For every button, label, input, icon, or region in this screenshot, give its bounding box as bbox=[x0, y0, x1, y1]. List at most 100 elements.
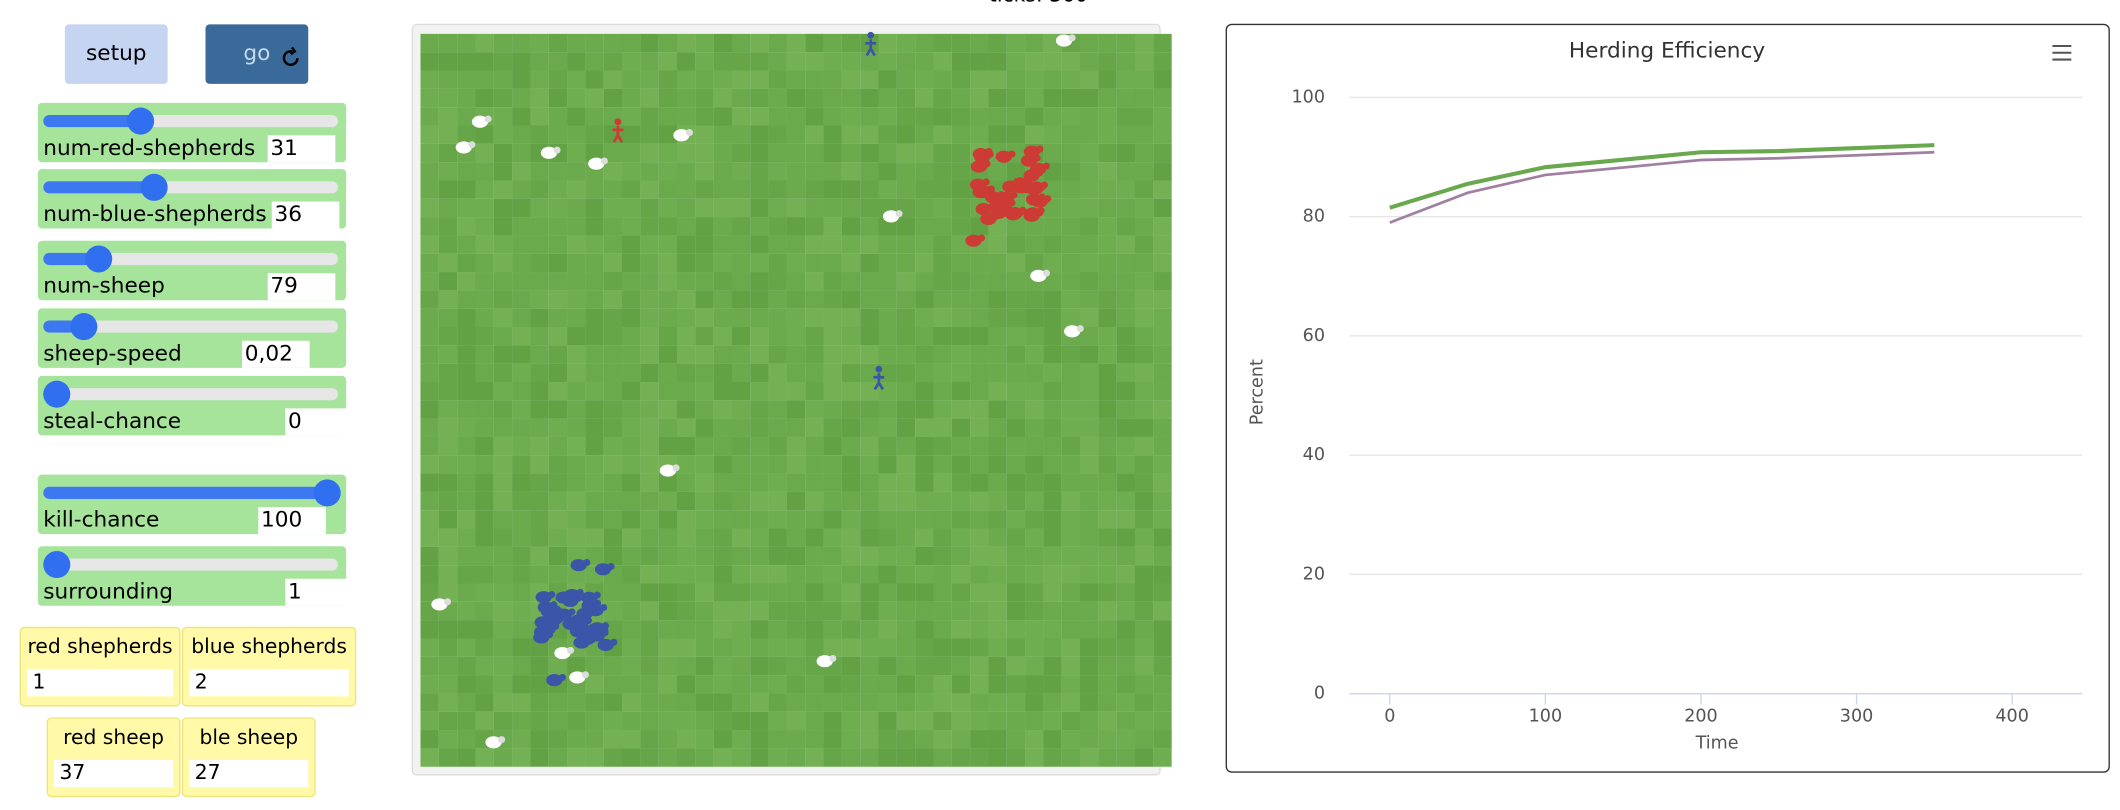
slider-fill bbox=[43, 486, 328, 499]
patch bbox=[768, 418, 787, 437]
patch bbox=[457, 162, 476, 181]
patch bbox=[841, 345, 861, 364]
patch bbox=[933, 253, 952, 273]
patch bbox=[603, 52, 623, 71]
patch bbox=[457, 308, 476, 328]
patch bbox=[988, 510, 1007, 529]
button-label[interactable]: setup bbox=[86, 41, 146, 66]
button[interactable] bbox=[64, 24, 168, 84]
patch bbox=[713, 272, 732, 291]
sheep bbox=[984, 191, 1002, 204]
patch bbox=[695, 290, 714, 309]
patch bbox=[768, 528, 787, 547]
patch bbox=[1098, 253, 1117, 273]
patch bbox=[988, 638, 1007, 657]
patch bbox=[567, 730, 586, 749]
patch bbox=[530, 33, 549, 53]
patch bbox=[603, 272, 623, 291]
patch bbox=[512, 381, 531, 401]
slider-value: 1 bbox=[288, 579, 302, 604]
patch bbox=[1080, 601, 1099, 621]
sheep-head bbox=[552, 622, 560, 630]
patch bbox=[603, 418, 623, 437]
patch bbox=[512, 656, 531, 676]
patch bbox=[970, 473, 989, 492]
patch bbox=[1006, 693, 1026, 712]
sheep-head bbox=[593, 631, 601, 639]
patch bbox=[786, 473, 806, 492]
patch bbox=[1080, 162, 1099, 181]
patch bbox=[750, 656, 769, 676]
patch bbox=[512, 620, 531, 639]
patch bbox=[1098, 363, 1117, 383]
patch bbox=[438, 272, 458, 291]
patch bbox=[805, 711, 824, 731]
patch bbox=[970, 583, 989, 602]
patch bbox=[878, 656, 897, 676]
slider-knob[interactable] bbox=[313, 479, 341, 507]
slider-knob[interactable] bbox=[70, 313, 98, 341]
patch bbox=[640, 381, 659, 401]
patch bbox=[530, 528, 549, 547]
patch bbox=[640, 638, 659, 657]
slider-knob[interactable] bbox=[85, 245, 113, 273]
patch bbox=[896, 143, 916, 163]
patch bbox=[585, 675, 604, 694]
patch bbox=[420, 70, 439, 89]
patch bbox=[713, 510, 732, 529]
patch bbox=[457, 107, 476, 126]
patch bbox=[933, 363, 952, 383]
patch bbox=[512, 70, 531, 89]
patch bbox=[640, 418, 659, 437]
slider-knob[interactable] bbox=[140, 173, 168, 201]
patch bbox=[567, 107, 586, 126]
patch bbox=[1116, 455, 1136, 474]
patch bbox=[493, 381, 513, 401]
patch bbox=[695, 308, 714, 328]
slider-knob[interactable] bbox=[43, 551, 71, 579]
patch bbox=[841, 400, 861, 419]
patch bbox=[1134, 638, 1154, 657]
sheep bbox=[570, 559, 587, 572]
patch bbox=[420, 198, 439, 218]
patch bbox=[548, 125, 568, 144]
patch bbox=[786, 711, 806, 731]
patch bbox=[805, 345, 824, 364]
patch bbox=[475, 235, 494, 254]
patch bbox=[951, 565, 971, 584]
patch bbox=[1098, 198, 1117, 218]
patch bbox=[970, 381, 989, 401]
patch bbox=[1116, 638, 1136, 657]
patch bbox=[988, 583, 1007, 602]
patch bbox=[640, 88, 659, 108]
patch bbox=[493, 107, 513, 126]
patch bbox=[1153, 198, 1172, 218]
patch bbox=[896, 308, 916, 328]
patch bbox=[567, 528, 586, 547]
patch bbox=[530, 272, 549, 291]
patch bbox=[841, 33, 861, 53]
patch bbox=[713, 180, 732, 199]
patch bbox=[530, 217, 549, 236]
patch bbox=[658, 675, 678, 694]
patch bbox=[915, 88, 934, 108]
patch bbox=[567, 473, 586, 492]
patch bbox=[1006, 363, 1026, 383]
button[interactable] bbox=[205, 24, 309, 84]
patch bbox=[768, 601, 787, 621]
patch bbox=[1006, 217, 1026, 236]
slider-knob[interactable] bbox=[43, 380, 71, 408]
sheep-head bbox=[583, 558, 591, 567]
patch bbox=[988, 107, 1007, 126]
slider-knob[interactable] bbox=[127, 107, 155, 135]
button-label[interactable]: go bbox=[243, 41, 270, 66]
patch bbox=[896, 52, 916, 71]
patch bbox=[713, 88, 732, 108]
patch bbox=[676, 143, 696, 163]
patch bbox=[823, 620, 842, 639]
patch bbox=[896, 217, 916, 236]
patch bbox=[695, 656, 714, 676]
menu-icon[interactable] bbox=[2052, 45, 2072, 61]
patch bbox=[786, 638, 806, 657]
patch bbox=[438, 400, 458, 419]
